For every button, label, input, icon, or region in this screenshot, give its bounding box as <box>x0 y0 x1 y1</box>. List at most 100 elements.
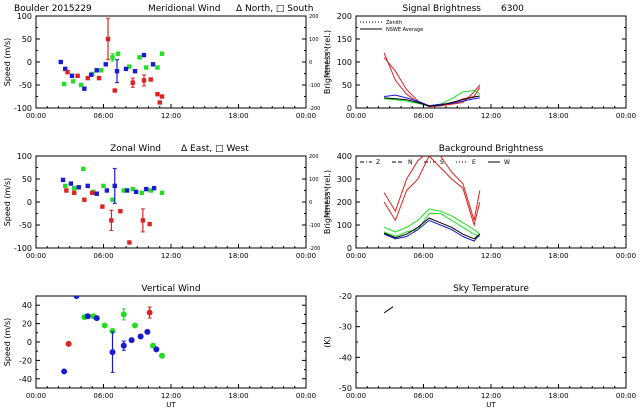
series-line <box>383 156 481 221</box>
y-tick-label: 40 <box>22 301 32 310</box>
y-tick-label: -50 <box>19 221 32 230</box>
data-point <box>64 188 69 193</box>
x-tick-label: 06:00 <box>413 112 433 120</box>
x-axis-label: UT <box>166 401 176 409</box>
data-point <box>109 218 114 223</box>
right-tick-label: -200 <box>309 246 320 252</box>
data-point <box>155 92 160 97</box>
data-point <box>82 86 87 91</box>
data-point <box>137 55 142 60</box>
y-tick-label: -100 <box>14 104 32 113</box>
x-tick-label: 12:00 <box>481 392 501 400</box>
x-tick-label: 18:00 <box>228 112 248 120</box>
data-point <box>75 73 80 78</box>
x-tick-label: 06:00 <box>93 252 113 260</box>
chart-background: Background Brightness 0 100 200 300 400 Bright… <box>323 144 636 260</box>
y-axis-label: Brightness (rel.) <box>323 30 332 94</box>
y-axis-label: Speed (m/s) <box>3 178 12 227</box>
data-point <box>150 62 156 67</box>
plot-frame <box>35 155 307 249</box>
data-point <box>85 75 90 81</box>
data-point <box>132 322 138 329</box>
chart-title: Sky Temperature <box>453 284 529 294</box>
data-point <box>81 166 86 172</box>
y-tick-label: 0 <box>27 338 32 347</box>
chart-title: Background Brightness <box>439 144 544 154</box>
data-point <box>144 65 149 70</box>
y-axis-label: Speed (m/s) <box>3 318 12 367</box>
data-point <box>115 51 121 56</box>
data-point <box>114 69 120 74</box>
x-tick-label: 12:00 <box>481 112 501 120</box>
x-tick-label: 06:00 <box>413 252 433 260</box>
x-tick-label: 18:00 <box>228 252 248 260</box>
x-tick-label: 00:00 <box>346 112 366 120</box>
data-point <box>63 183 68 189</box>
y-tick-label: -20 <box>19 356 32 365</box>
chart-title: Vertical Wind <box>141 284 200 294</box>
data-point <box>121 188 126 193</box>
data-point <box>112 183 117 189</box>
series-line <box>384 95 480 107</box>
data-point <box>58 59 63 65</box>
data-point <box>94 191 99 196</box>
data-point <box>146 309 153 316</box>
x-tick-label: 00:00 <box>616 252 636 260</box>
y-tick-label: 100 <box>17 12 32 21</box>
legend-label: W <box>504 159 510 166</box>
x-tick-label: 00:00 <box>26 112 46 120</box>
chart-title: Zonal Wind <box>110 144 161 154</box>
chart-title: Meridional Wind <box>148 4 220 14</box>
data-point <box>141 78 147 83</box>
figure-header: Boulder 2015229 <box>14 4 92 14</box>
plot-area <box>58 17 165 105</box>
y-tick-label: -50 <box>339 384 352 393</box>
data-point <box>153 346 160 353</box>
data-point <box>127 64 132 69</box>
data-point <box>127 240 132 245</box>
legend-label: NSWE Average <box>386 27 423 33</box>
data-point <box>72 190 77 195</box>
y-tick-label: 50 <box>22 35 32 44</box>
x-tick-label: 00:00 <box>346 252 366 260</box>
y-tick-label: 100 <box>337 58 352 67</box>
y-tick-label: 0 <box>27 198 32 207</box>
chart-title-annotation: Δ North, □ South <box>236 4 313 14</box>
data-point <box>133 189 139 195</box>
data-point <box>100 204 105 209</box>
data-point <box>96 75 102 81</box>
data-point <box>139 190 144 195</box>
chart-title-annotation: 6300 <box>501 4 524 14</box>
y-tick-label: 200 <box>337 12 352 21</box>
right-tick-label: 0 <box>309 60 312 66</box>
x-tick-label: 06:00 <box>93 392 113 400</box>
legend-label: S <box>440 159 444 166</box>
chart-title-annotation: Δ East, □ West <box>181 144 249 154</box>
data-point <box>103 62 108 67</box>
data-point <box>65 69 70 75</box>
data-point <box>130 80 135 85</box>
chart-meridional: Boulder 2015229 Meridional Wind Δ North, □… <box>3 4 330 120</box>
series-line <box>383 213 480 238</box>
data-point <box>99 68 104 73</box>
x-tick-label: 18:00 <box>548 392 568 400</box>
plot-area <box>60 166 165 245</box>
data-point <box>105 36 111 42</box>
legend-label: E <box>472 159 476 166</box>
data-point <box>140 218 146 223</box>
data-point <box>104 188 110 193</box>
x-tick-label: 18:00 <box>548 112 568 120</box>
data-point <box>132 69 138 74</box>
right-tick-label: 100 <box>309 177 319 183</box>
chart-zonal: Zonal Wind Δ East, □ West -100 -50 0 50 100 Spe… <box>3 144 330 260</box>
x-tick-label: 06:00 <box>93 112 113 120</box>
x-tick-label: 00:00 <box>296 112 316 120</box>
data-point <box>159 51 165 56</box>
data-point <box>70 79 76 84</box>
data-point <box>72 186 77 191</box>
series-line <box>383 208 481 235</box>
data-point <box>94 68 99 73</box>
data-point <box>101 183 106 189</box>
data-point <box>78 82 84 88</box>
